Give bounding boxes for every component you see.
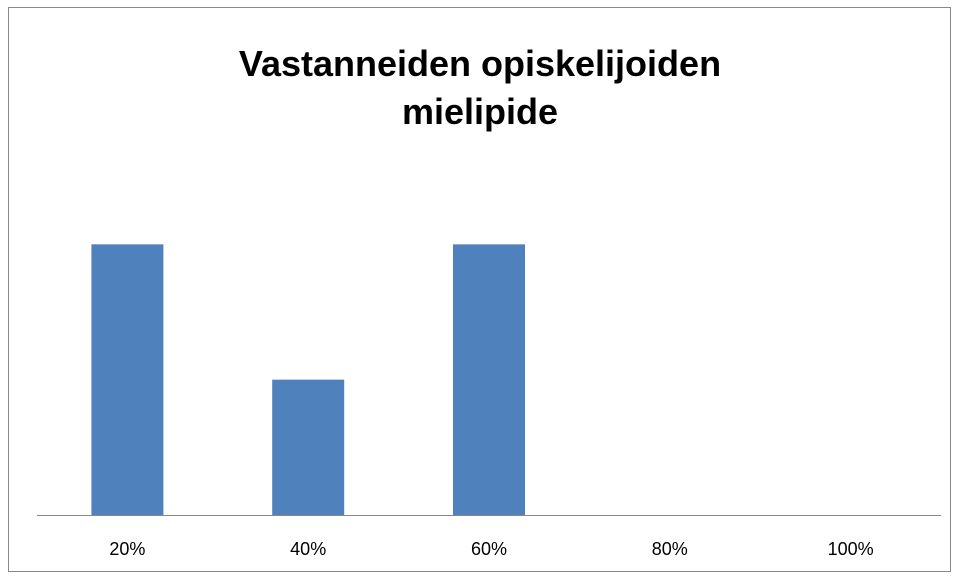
x-tick-label: 20% [109, 539, 145, 559]
chart-title: Vastanneiden opiskelijoiden mielipide [238, 43, 722, 132]
x-tick-label: 40% [290, 539, 326, 559]
bar [453, 244, 525, 516]
bar [272, 379, 345, 515]
x-tick-label: 100% [828, 539, 874, 559]
bar [91, 244, 164, 516]
x-tick-label: 80% [652, 539, 688, 559]
x-tick-label: 60% [471, 539, 507, 559]
